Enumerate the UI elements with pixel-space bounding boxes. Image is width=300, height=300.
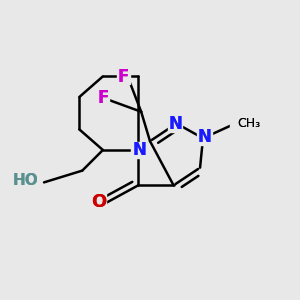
- Text: F: F: [118, 68, 129, 86]
- Text: N: N: [168, 116, 182, 134]
- Bar: [15, 173, 41, 189]
- Bar: [197, 129, 212, 145]
- Text: F: F: [97, 89, 109, 107]
- Text: F: F: [97, 89, 109, 107]
- Bar: [168, 116, 182, 133]
- Text: N: N: [168, 116, 182, 134]
- Bar: [117, 70, 130, 84]
- Text: O: O: [91, 193, 106, 211]
- Text: O: O: [91, 193, 106, 211]
- Text: N: N: [197, 128, 212, 146]
- Bar: [97, 91, 109, 106]
- Text: F: F: [118, 68, 129, 86]
- Bar: [230, 116, 253, 131]
- Text: HO: HO: [12, 173, 38, 188]
- Bar: [131, 142, 145, 158]
- Text: HO: HO: [12, 173, 38, 188]
- Text: N: N: [133, 141, 147, 159]
- Text: N: N: [197, 128, 212, 146]
- Text: N: N: [133, 141, 147, 159]
- Bar: [91, 194, 106, 210]
- Text: CH₃: CH₃: [238, 117, 261, 130]
- Text: CH₃: CH₃: [238, 117, 261, 130]
